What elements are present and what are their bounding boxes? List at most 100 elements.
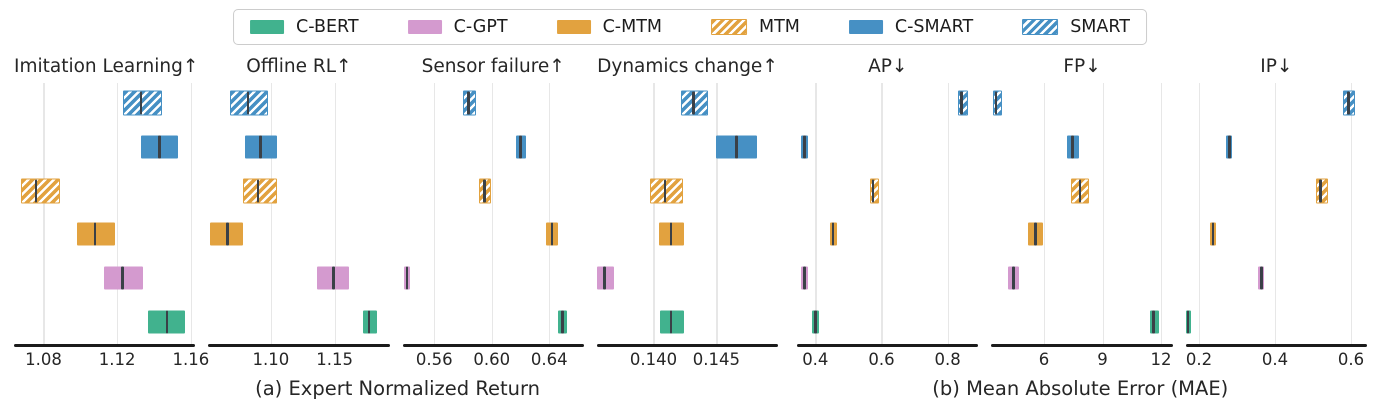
median-line-c-smart bbox=[1071, 135, 1074, 159]
subplot-sensor-failure: Sensor failure↑ 0.56 0.60 0.64 bbox=[402, 54, 584, 372]
tick-label: 0.4 bbox=[802, 350, 829, 370]
tick-row: 1.10 1.15 bbox=[208, 347, 389, 372]
gridline bbox=[43, 83, 45, 344]
gridline bbox=[1160, 83, 1163, 344]
median-line-smart bbox=[139, 91, 143, 115]
gridline bbox=[190, 83, 193, 344]
median-line-c-bert bbox=[560, 310, 564, 334]
swatch-icon bbox=[250, 20, 285, 34]
x-axis-line bbox=[797, 344, 979, 348]
tick-label: 0.6 bbox=[868, 350, 895, 370]
median-line-c-smart bbox=[735, 135, 738, 159]
legend-item-mtm: MTM bbox=[711, 17, 800, 37]
legend-item-smart: SMART bbox=[1022, 17, 1130, 37]
legend-item-c-smart: C-SMART bbox=[848, 17, 973, 37]
swatch-icon bbox=[848, 20, 883, 34]
median-line-c-gpt bbox=[332, 266, 335, 290]
median-line-mtm bbox=[34, 179, 38, 203]
median-line-c-gpt bbox=[803, 266, 806, 290]
box-mtm bbox=[21, 178, 61, 204]
box-smart bbox=[992, 90, 1002, 116]
gridline bbox=[1044, 83, 1046, 344]
subplot-title: Dynamics change↑ bbox=[597, 56, 778, 77]
median-line-c-mtm bbox=[831, 222, 835, 246]
legend-label: C-MTM bbox=[602, 17, 663, 37]
subplot-offline-rl: Offline RL↑ 1.10 1.15 bbox=[208, 54, 390, 372]
tick-label: 1.10 bbox=[252, 350, 290, 370]
x-axis-line bbox=[14, 344, 196, 348]
subplot-row: Imitation Learning↑ 1.08 1.12 1.16 Offline R… bbox=[0, 54, 1380, 372]
legend-item-c-bert: C-BERT bbox=[250, 17, 359, 37]
tick-label: 0.56 bbox=[415, 350, 453, 370]
median-line-c-mtm bbox=[226, 222, 229, 246]
median-line-smart bbox=[246, 91, 250, 115]
median-line-c-bert bbox=[814, 310, 817, 334]
gridline bbox=[334, 83, 336, 344]
box-mtm bbox=[869, 178, 879, 204]
box-mtm bbox=[649, 178, 684, 204]
median-line-mtm bbox=[663, 179, 667, 203]
median-line-smart bbox=[692, 91, 696, 115]
tick-row: 0.56 0.60 0.64 bbox=[403, 347, 584, 372]
median-line-c-mtm bbox=[93, 222, 97, 246]
gridline bbox=[1198, 83, 1201, 344]
median-line-c-smart bbox=[803, 135, 807, 159]
tick-label: 1.16 bbox=[172, 350, 210, 370]
subplot-title: FP↓ bbox=[1063, 56, 1101, 77]
subplot-ip: IP↓ 0.2 0.4 0.6 bbox=[1185, 54, 1367, 372]
captions-row: (a) Expert Normalized Return (b) Mean Ab… bbox=[14, 377, 1367, 400]
x-axis-line bbox=[596, 344, 779, 348]
x-axis-line bbox=[991, 344, 1173, 348]
median-line-smart bbox=[467, 91, 471, 115]
median-line-c-gpt bbox=[405, 266, 409, 290]
subplot-title: Sensor failure↑ bbox=[421, 56, 565, 77]
median-line-c-bert bbox=[669, 310, 673, 334]
plot-area bbox=[1185, 81, 1367, 344]
plot-area bbox=[208, 81, 389, 344]
gridline bbox=[270, 83, 273, 344]
median-line-c-bert bbox=[1186, 310, 1190, 334]
swatch-icon bbox=[407, 20, 442, 34]
tick-row: 0.140 0.145 bbox=[597, 347, 778, 372]
x-axis-line bbox=[402, 344, 584, 348]
tick-label: 9 bbox=[1097, 350, 1108, 370]
median-line-c-mtm bbox=[669, 222, 673, 246]
gridline bbox=[491, 83, 493, 344]
gridline bbox=[815, 83, 817, 344]
legend: C-BERT C-GPT C-MTM MTM C-SMART SMART bbox=[233, 9, 1147, 45]
legend-label: MTM bbox=[759, 17, 800, 37]
median-line-c-mtm bbox=[550, 222, 554, 246]
legend-item-c-mtm: C-MTM bbox=[556, 17, 663, 37]
tick-label: 12 bbox=[1150, 350, 1172, 370]
gridline bbox=[1102, 83, 1104, 344]
gridline bbox=[1275, 83, 1277, 344]
tick-label: 0.8 bbox=[934, 350, 961, 370]
tick-label: 0.6 bbox=[1337, 350, 1365, 370]
gridline bbox=[434, 83, 436, 344]
tick-label: 0.4 bbox=[1261, 350, 1289, 370]
tick-label: 0.2 bbox=[1185, 350, 1213, 370]
median-line-c-smart bbox=[158, 135, 161, 159]
plot-area bbox=[991, 81, 1172, 344]
plot-area bbox=[14, 81, 195, 344]
median-line-c-gpt bbox=[121, 266, 124, 290]
median-line-mtm bbox=[256, 179, 260, 203]
subplot-ap: AP↓ 0.4 0.6 0.8 bbox=[797, 54, 979, 372]
tick-label: 1.15 bbox=[316, 350, 354, 370]
median-line-c-smart bbox=[1228, 135, 1231, 159]
box-smart bbox=[958, 90, 968, 116]
gridline bbox=[1350, 83, 1353, 344]
legend-label: C-BERT bbox=[296, 17, 359, 37]
box-mtm bbox=[1316, 178, 1328, 204]
tick-label: 1.08 bbox=[25, 350, 62, 370]
gridline bbox=[653, 83, 655, 344]
x-axis-line bbox=[1185, 344, 1367, 348]
median-line-mtm bbox=[1319, 179, 1322, 203]
plot-area bbox=[797, 81, 978, 344]
hatched-swatch-icon bbox=[1022, 19, 1059, 35]
median-line-smart bbox=[994, 91, 998, 115]
median-line-mtm bbox=[871, 179, 875, 203]
subplot-dynamics-change: Dynamics change↑ 0.140 0.145 bbox=[596, 54, 779, 372]
legend-label: C-GPT bbox=[453, 17, 508, 37]
